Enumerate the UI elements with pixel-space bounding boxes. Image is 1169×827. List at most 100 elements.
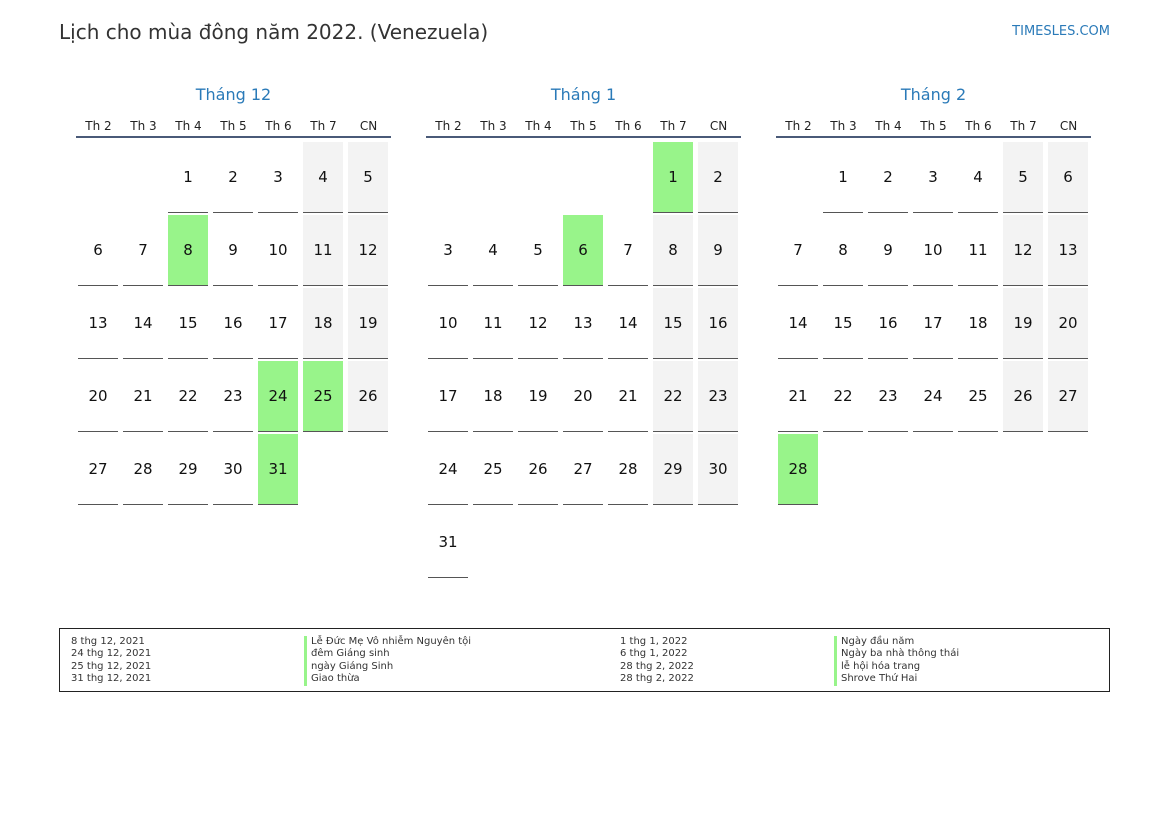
calendar-day[interactable]: 16	[866, 288, 911, 361]
day-number: 5	[1003, 142, 1043, 213]
calendar-day[interactable]: 19	[516, 361, 561, 434]
calendar-day[interactable]: 22	[166, 361, 211, 434]
calendar-day[interactable]: 20	[1046, 288, 1091, 361]
calendar-day[interactable]: 8	[651, 215, 696, 288]
calendar-day[interactable]: 10	[256, 215, 301, 288]
calendar-day[interactable]: 1	[821, 142, 866, 215]
calendar-day[interactable]: 12	[516, 288, 561, 361]
calendar-day[interactable]: 20	[561, 361, 606, 434]
calendar-day[interactable]: 6	[1046, 142, 1091, 215]
calendar-day[interactable]: 22	[651, 361, 696, 434]
calendar-day[interactable]: 30	[211, 434, 256, 507]
site-link[interactable]: TIMESLES.COM	[1012, 24, 1110, 39]
calendar-day[interactable]: 7	[606, 215, 651, 288]
calendar-day[interactable]: 25	[471, 434, 516, 507]
calendar-day[interactable]: 4	[471, 215, 516, 288]
calendar-day[interactable]: 17	[256, 288, 301, 361]
calendar-day[interactable]: 10	[426, 288, 471, 361]
calendar-day[interactable]: 30	[696, 434, 741, 507]
calendar-day[interactable]: 15	[821, 288, 866, 361]
calendar-day[interactable]: 27	[1046, 361, 1091, 434]
calendar-day[interactable]: 23	[696, 361, 741, 434]
calendar-day[interactable]: 9	[866, 215, 911, 288]
empty-day-slot	[121, 142, 166, 215]
day-number: 23	[213, 361, 253, 432]
calendar-day[interactable]: 13	[1046, 215, 1091, 288]
holiday-day[interactable]: 8	[166, 215, 211, 288]
weekday-label: Th 3	[130, 119, 157, 133]
calendar-day[interactable]: 18	[471, 361, 516, 434]
calendar-day[interactable]: 19	[1001, 288, 1046, 361]
calendar-day[interactable]: 16	[696, 288, 741, 361]
calendar-day[interactable]: 14	[121, 288, 166, 361]
calendar-day[interactable]: 15	[651, 288, 696, 361]
calendar-day[interactable]: 17	[426, 361, 471, 434]
calendar-day[interactable]: 25	[956, 361, 1001, 434]
calendar-day[interactable]: 12	[346, 215, 391, 288]
calendar-day[interactable]: 3	[256, 142, 301, 215]
calendar-day[interactable]: 2	[211, 142, 256, 215]
calendar-day[interactable]: 19	[346, 288, 391, 361]
calendar-day[interactable]: 3	[911, 142, 956, 215]
calendar-day[interactable]: 16	[211, 288, 256, 361]
holiday-legend: 8 thg 12, 2021 24 thg 12, 2021 25 thg 12, …	[59, 628, 1110, 692]
calendar-day[interactable]: 5	[516, 215, 561, 288]
calendar-day[interactable]: 1	[166, 142, 211, 215]
day-number: 30	[698, 434, 738, 505]
holiday-day[interactable]: 31	[256, 434, 301, 507]
calendar-day[interactable]: 26	[346, 361, 391, 434]
calendar-day[interactable]: 11	[956, 215, 1001, 288]
calendar-day[interactable]: 9	[696, 215, 741, 288]
calendar-day[interactable]: 21	[121, 361, 166, 434]
day-number: 3	[258, 142, 298, 213]
calendar-day[interactable]: 29	[166, 434, 211, 507]
calendar-day[interactable]: 7	[121, 215, 166, 288]
holiday-day[interactable]: 6	[561, 215, 606, 288]
calendar-day[interactable]: 23	[866, 361, 911, 434]
calendar-day[interactable]: 5	[346, 142, 391, 215]
calendar-day[interactable]: 28	[606, 434, 651, 507]
calendar-day[interactable]: 29	[651, 434, 696, 507]
calendar-day[interactable]: 9	[211, 215, 256, 288]
calendar-day[interactable]: 24	[911, 361, 956, 434]
holiday-day[interactable]: 24	[256, 361, 301, 434]
calendar-day[interactable]: 28	[121, 434, 166, 507]
calendar-day[interactable]: 15	[166, 288, 211, 361]
calendar-day[interactable]: 24	[426, 434, 471, 507]
calendar-day[interactable]: 31	[426, 507, 471, 580]
calendar-day[interactable]: 5	[1001, 142, 1046, 215]
calendar-day[interactable]: 3	[426, 215, 471, 288]
month-title: Tháng 2	[900, 85, 967, 104]
calendar-day[interactable]: 27	[561, 434, 606, 507]
calendar-day[interactable]: 10	[911, 215, 956, 288]
calendar-day[interactable]: 27	[76, 434, 121, 507]
day-grid: 1 2 3 4 5 6 7 8 9 10 11 12 13 14 15 16 17 18 19 20 21 22 23 24 2…	[426, 142, 741, 580]
calendar-day[interactable]: 13	[561, 288, 606, 361]
calendar-day[interactable]: 14	[776, 288, 821, 361]
calendar-day[interactable]: 20	[76, 361, 121, 434]
calendar-day[interactable]: 14	[606, 288, 651, 361]
calendar-day[interactable]: 6	[76, 215, 121, 288]
calendar-day[interactable]: 21	[606, 361, 651, 434]
calendar-day[interactable]: 18	[956, 288, 1001, 361]
calendar-day[interactable]: 2	[866, 142, 911, 215]
calendar-day[interactable]: 17	[911, 288, 956, 361]
calendar-day[interactable]: 7	[776, 215, 821, 288]
calendar-day[interactable]: 8	[821, 215, 866, 288]
calendar-day[interactable]: 4	[301, 142, 346, 215]
calendar-day[interactable]: 4	[956, 142, 1001, 215]
calendar-day[interactable]: 23	[211, 361, 256, 434]
holiday-day[interactable]: 1	[651, 142, 696, 215]
calendar-day[interactable]: 18	[301, 288, 346, 361]
calendar-day[interactable]: 26	[516, 434, 561, 507]
calendar-day[interactable]: 11	[471, 288, 516, 361]
holiday-day[interactable]: 25	[301, 361, 346, 434]
calendar-day[interactable]: 2	[696, 142, 741, 215]
calendar-day[interactable]: 26	[1001, 361, 1046, 434]
holiday-day[interactable]: 28	[776, 434, 821, 507]
calendar-day[interactable]: 21	[776, 361, 821, 434]
calendar-day[interactable]: 13	[76, 288, 121, 361]
calendar-day[interactable]: 11	[301, 215, 346, 288]
calendar-day[interactable]: 22	[821, 361, 866, 434]
calendar-day[interactable]: 12	[1001, 215, 1046, 288]
